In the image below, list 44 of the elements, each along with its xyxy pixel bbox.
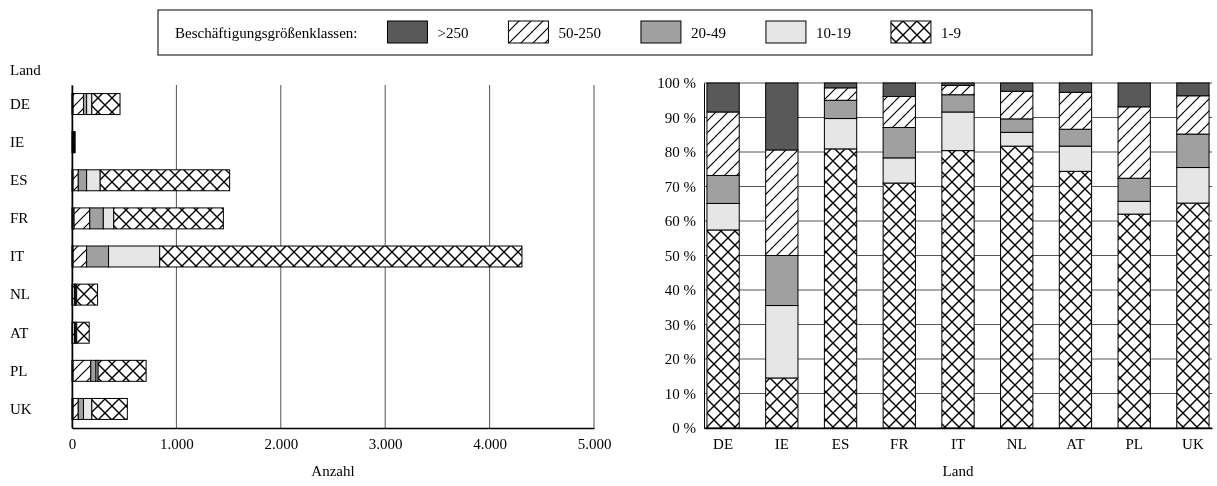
x-tick-label: 1.000 [160,435,194,452]
y-tick-label: 70 % [664,178,696,195]
x-tick-label: FR [890,435,909,452]
x-tick-label: UK [1182,435,1204,452]
x-axis-title: Land [942,463,974,479]
y-tick-label: 100 % [657,75,696,92]
y-tick-label: UK [10,400,32,417]
x-tick-label: 3.000 [368,435,403,452]
y-tick-label: 20 % [664,351,696,368]
x-tick-label: 4.000 [473,435,507,452]
x-tick-label: NL [1006,435,1027,452]
x-tick-label: 5.000 [577,435,612,452]
x-tick-label: 2.000 [264,435,299,452]
x-tick-label: IE [774,435,789,452]
y-tick-label: 0 % [672,420,696,437]
y-tick-label: 90 % [664,109,696,126]
x-tick-label: AT [1066,435,1085,452]
y-tick-label: 50 % [664,247,696,264]
legend-title: Beschäftigungsgrößenklassen: [175,25,358,41]
y-tick-label: IT [10,248,25,265]
x-axis-title: Anzahl [311,463,355,479]
legend-label: 20-49 [690,25,726,41]
y-tick-label: 80 % [664,144,696,161]
x-tick-label: 0 [68,435,77,452]
y-tick-label: ES [10,172,28,189]
y-axis-title: Land [10,62,42,78]
x-tick-label: DE [713,435,734,452]
y-tick-label: FR [10,210,29,227]
legend-label: 10-19 [815,25,851,41]
x-tick-label: IT [950,435,966,452]
x-tick-label: PL [1125,435,1143,452]
y-tick-label: PL [10,362,28,379]
legend-label: >250 [437,25,469,41]
y-tick-label: AT [10,324,29,341]
y-tick-label: DE [10,95,30,112]
y-tick-label: IE [10,133,25,150]
legend-label: 50-250 [558,25,601,41]
y-tick-label: 60 % [664,213,696,230]
x-tick-label: ES [831,435,850,452]
y-tick-label: 10 % [664,385,696,402]
legend-label: 1-9 [940,25,961,41]
y-tick-label: 40 % [664,282,696,299]
y-tick-label: 30 % [664,316,696,333]
y-tick-label: NL [10,286,30,303]
